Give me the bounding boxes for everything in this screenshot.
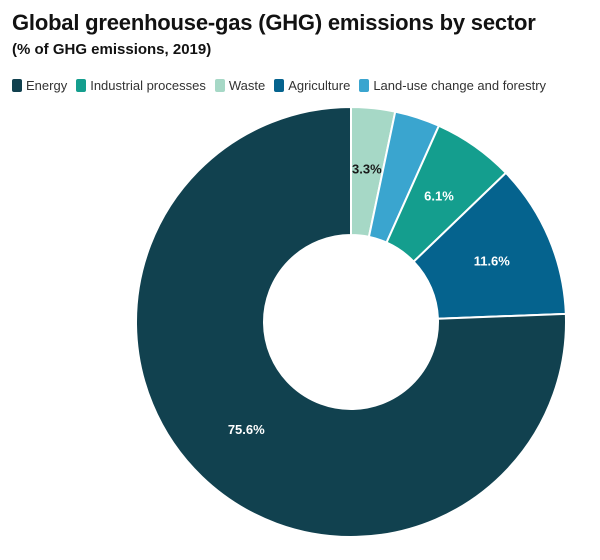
slice-label-energy: 75.6% — [228, 422, 265, 437]
legend-label: Industrial processes — [90, 78, 206, 93]
slice-energy — [135, 105, 567, 538]
legend-label: Agriculture — [288, 78, 351, 93]
slice-labels-group: 3.3% 6.1% 11.6% 75.6% — [228, 161, 510, 437]
slice-label-industrial-processes: 6.1% — [424, 188, 454, 203]
legend-item-land-use-change-and-forestry: Land-use change and forestry — [359, 78, 546, 93]
legend-item-energy: Energy — [12, 78, 67, 93]
legend-item-industrial-processes: Industrial processes — [76, 78, 206, 93]
slice-label-waste: 3.3% — [352, 161, 382, 176]
legend-item-waste: Waste — [214, 78, 266, 93]
legend-swatch — [214, 79, 225, 92]
slices-group — [135, 105, 567, 538]
legend-label: Energy — [26, 78, 68, 93]
legend: Energy Industrial processes Waste Agricultu… — [12, 78, 555, 93]
legend-label: Waste — [228, 78, 266, 93]
legend-label: Land-use change and forestry — [373, 78, 547, 93]
slice-label-agriculture: 11.6% — [474, 254, 511, 269]
legend-swatch — [76, 79, 87, 92]
legend-swatch — [359, 79, 370, 92]
legend-swatch — [12, 79, 22, 92]
legend-swatch — [274, 79, 285, 92]
chart-title: Global greenhouse-gas (GHG) emissions by… — [12, 10, 536, 35]
legend-item-agriculture: Agriculture — [274, 78, 350, 93]
chart-subtitle: (% of GHG emissions, 2019) — [12, 41, 212, 58]
